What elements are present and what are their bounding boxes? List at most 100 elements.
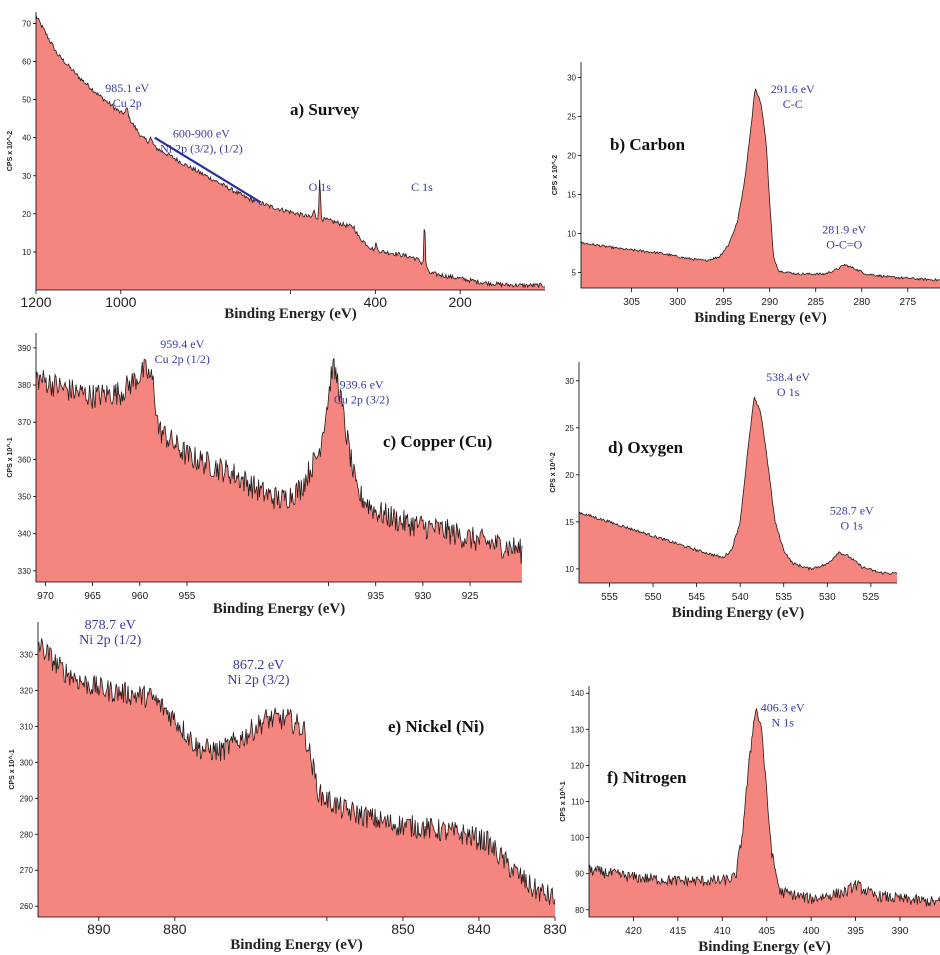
copper-x-tick-label: 965 bbox=[84, 591, 101, 602]
oxygen-peak-annotation: O 1s bbox=[777, 385, 800, 399]
nitrogen-y-tick-label: 100 bbox=[571, 834, 585, 843]
nickel-y-tick-label: 300 bbox=[20, 758, 34, 767]
carbon-x-tick-label: 280 bbox=[853, 297, 870, 308]
carbon-spectrum-fill bbox=[581, 89, 940, 288]
carbon-y-tick-label: 5 bbox=[572, 268, 577, 277]
oxygen-peak-annotation: O 1s bbox=[841, 518, 864, 532]
carbon-x-tick-label: 305 bbox=[623, 297, 640, 308]
oxygen-x-axis-label: Binding Energy (eV) bbox=[672, 605, 805, 621]
oxygen-spectrum-fill bbox=[579, 397, 897, 583]
nitrogen-panel: 420 415 410 405 400 395 390 80 90 100 110 120 130 140… bbox=[559, 686, 940, 955]
oxygen-title: d) Oxygen bbox=[608, 438, 684, 457]
oxygen-y-tick-label: 25 bbox=[565, 424, 574, 433]
nitrogen-spectrum-line bbox=[588, 707, 940, 907]
carbon-x-axis-label: Binding Energy (eV) bbox=[694, 310, 827, 326]
carbon-x-tick-label: 290 bbox=[761, 297, 778, 308]
carbon-x-tick-label: 285 bbox=[807, 297, 824, 308]
copper-y-tick-label: 390 bbox=[18, 344, 32, 353]
survey-ni-range-line bbox=[154, 136, 262, 204]
nickel-peak-annotation: Ni 2p (1/2) bbox=[79, 633, 142, 648]
survey-peak-annotation: Ni 2p (3/2), (1/2) bbox=[160, 142, 243, 156]
copper-peak-annotation: 959.4 eV bbox=[160, 337, 204, 351]
carbon-x-tick-label: 300 bbox=[669, 297, 686, 308]
nitrogen-peak-annotation: N 1s bbox=[772, 715, 795, 729]
survey-x-tick-label: 200 bbox=[448, 294, 472, 310]
nickel-y-tick-label: 280 bbox=[20, 830, 34, 839]
nickel-y-tick-label: 260 bbox=[20, 902, 34, 911]
oxygen-x-tick-label: 530 bbox=[819, 592, 836, 603]
survey-y-tick-label: 10 bbox=[22, 248, 31, 257]
survey-y-tick-label: 30 bbox=[22, 172, 31, 181]
oxygen-y-tick-label: 30 bbox=[565, 377, 574, 386]
nickel-peak-annotation: Ni 2p (3/2) bbox=[227, 673, 290, 688]
survey-spectrum-line bbox=[35, 14, 546, 289]
carbon-panel: 305 300 295 290 285 280 275 5 10 15 20 25 30 CPS x 10… bbox=[551, 62, 940, 326]
nitrogen-y-tick-label: 140 bbox=[571, 689, 585, 698]
copper-spectrum-line bbox=[35, 357, 523, 565]
nitrogen-y-tick-label: 130 bbox=[571, 725, 585, 734]
nickel-y-tick-label: 270 bbox=[20, 866, 34, 875]
nitrogen-x-tick-label: 410 bbox=[714, 926, 731, 937]
oxygen-x-tick-label: 555 bbox=[601, 592, 618, 603]
oxygen-x-tick-label: 525 bbox=[863, 592, 880, 603]
copper-y-tick-label: 340 bbox=[18, 530, 32, 539]
survey-peak-annotation: C 1s bbox=[411, 180, 433, 194]
nitrogen-spectrum-fill bbox=[589, 708, 940, 917]
copper-y-tick-label: 360 bbox=[18, 455, 32, 464]
nickel-x-axis-label: Binding Energy (eV) bbox=[230, 937, 363, 953]
carbon-title: b) Carbon bbox=[610, 135, 686, 154]
copper-spectrum-fill bbox=[36, 358, 522, 582]
carbon-y-axis-label: CPS x 10^-2 bbox=[551, 155, 559, 195]
oxygen-y-axis-label: CPS x 10^-2 bbox=[549, 452, 557, 492]
carbon-axes bbox=[580, 62, 940, 289]
nickel-x-tick-label: 830 bbox=[543, 921, 567, 937]
nitrogen-x-tick-label: 415 bbox=[670, 926, 687, 937]
nitrogen-x-tick-label: 400 bbox=[803, 926, 820, 937]
oxygen-axes bbox=[578, 362, 897, 584]
nickel-peak-annotation: 867.2 eV bbox=[233, 658, 284, 673]
survey-x-tick-label: 400 bbox=[364, 294, 388, 310]
carbon-x-tick-label: 295 bbox=[715, 297, 732, 308]
nickel-spectrum-line bbox=[37, 638, 556, 906]
oxygen-peak-annotation: 538.4 eV bbox=[766, 370, 810, 384]
survey-x-tick-label: 1000 bbox=[105, 294, 136, 310]
nickel-y-axis-label: CPS x 10^-1 bbox=[8, 749, 16, 789]
nickel-axes bbox=[37, 622, 555, 918]
copper-x-tick-label: 930 bbox=[415, 591, 432, 602]
copper-x-tick-label: 935 bbox=[367, 591, 384, 602]
survey-title: a) Survey bbox=[290, 100, 360, 119]
copper-x-tick-label: 955 bbox=[179, 591, 196, 602]
copper-peak-annotation: 939.6 eV bbox=[340, 378, 384, 392]
nitrogen-x-tick-label: 405 bbox=[758, 926, 775, 937]
carbon-peak-annotation: O-C=O bbox=[826, 237, 862, 251]
survey-y-tick-label: 40 bbox=[22, 134, 31, 143]
nickel-spectrum-fill bbox=[38, 638, 555, 917]
nitrogen-y-tick-label: 80 bbox=[575, 906, 584, 915]
nitrogen-title: f) Nitrogen bbox=[607, 768, 687, 787]
oxygen-x-tick-label: 550 bbox=[645, 592, 662, 603]
oxygen-spectrum-line bbox=[578, 396, 898, 575]
carbon-y-tick-label: 30 bbox=[567, 74, 576, 83]
nickel-panel: 890 880 850 840 830 260 270 280 290 300 310 320 330 C… bbox=[8, 618, 567, 953]
copper-y-tick-label: 370 bbox=[18, 418, 32, 427]
nitrogen-x-tick-label: 390 bbox=[892, 926, 909, 937]
survey-peak-annotation: O 1s bbox=[309, 180, 332, 194]
nickel-x-tick-label: 890 bbox=[87, 921, 111, 937]
carbon-peak-annotation: 291.6 eV bbox=[771, 82, 815, 96]
nitrogen-y-tick-label: 90 bbox=[575, 870, 584, 879]
copper-peak-annotation: Cu 2p (1/2) bbox=[155, 352, 210, 366]
oxygen-y-tick-label: 20 bbox=[565, 471, 574, 480]
oxygen-x-tick-label: 535 bbox=[775, 592, 792, 603]
nitrogen-peak-annotation: 406.3 eV bbox=[761, 700, 805, 714]
carbon-peak-annotation: 281.9 eV bbox=[822, 222, 866, 236]
survey-y-tick-label: 50 bbox=[22, 96, 31, 105]
survey-peak-annotation: 985.1 eV bbox=[105, 81, 149, 95]
survey-panel: 1200 1000 400 200 10 20 30 40 50 60 70 CPS x 10^-2 B… bbox=[6, 12, 546, 322]
oxygen-y-tick-label: 15 bbox=[565, 518, 574, 527]
nitrogen-y-tick-label: 110 bbox=[571, 798, 584, 807]
copper-panel: 970 965 960 955 935 930 925 330 340 350 360 370 380 3… bbox=[6, 333, 523, 617]
nitrogen-axes bbox=[588, 686, 940, 918]
nickel-title: e) Nickel (Ni) bbox=[388, 717, 484, 736]
copper-peak-annotation: Cu 2p (3/2) bbox=[334, 393, 389, 407]
